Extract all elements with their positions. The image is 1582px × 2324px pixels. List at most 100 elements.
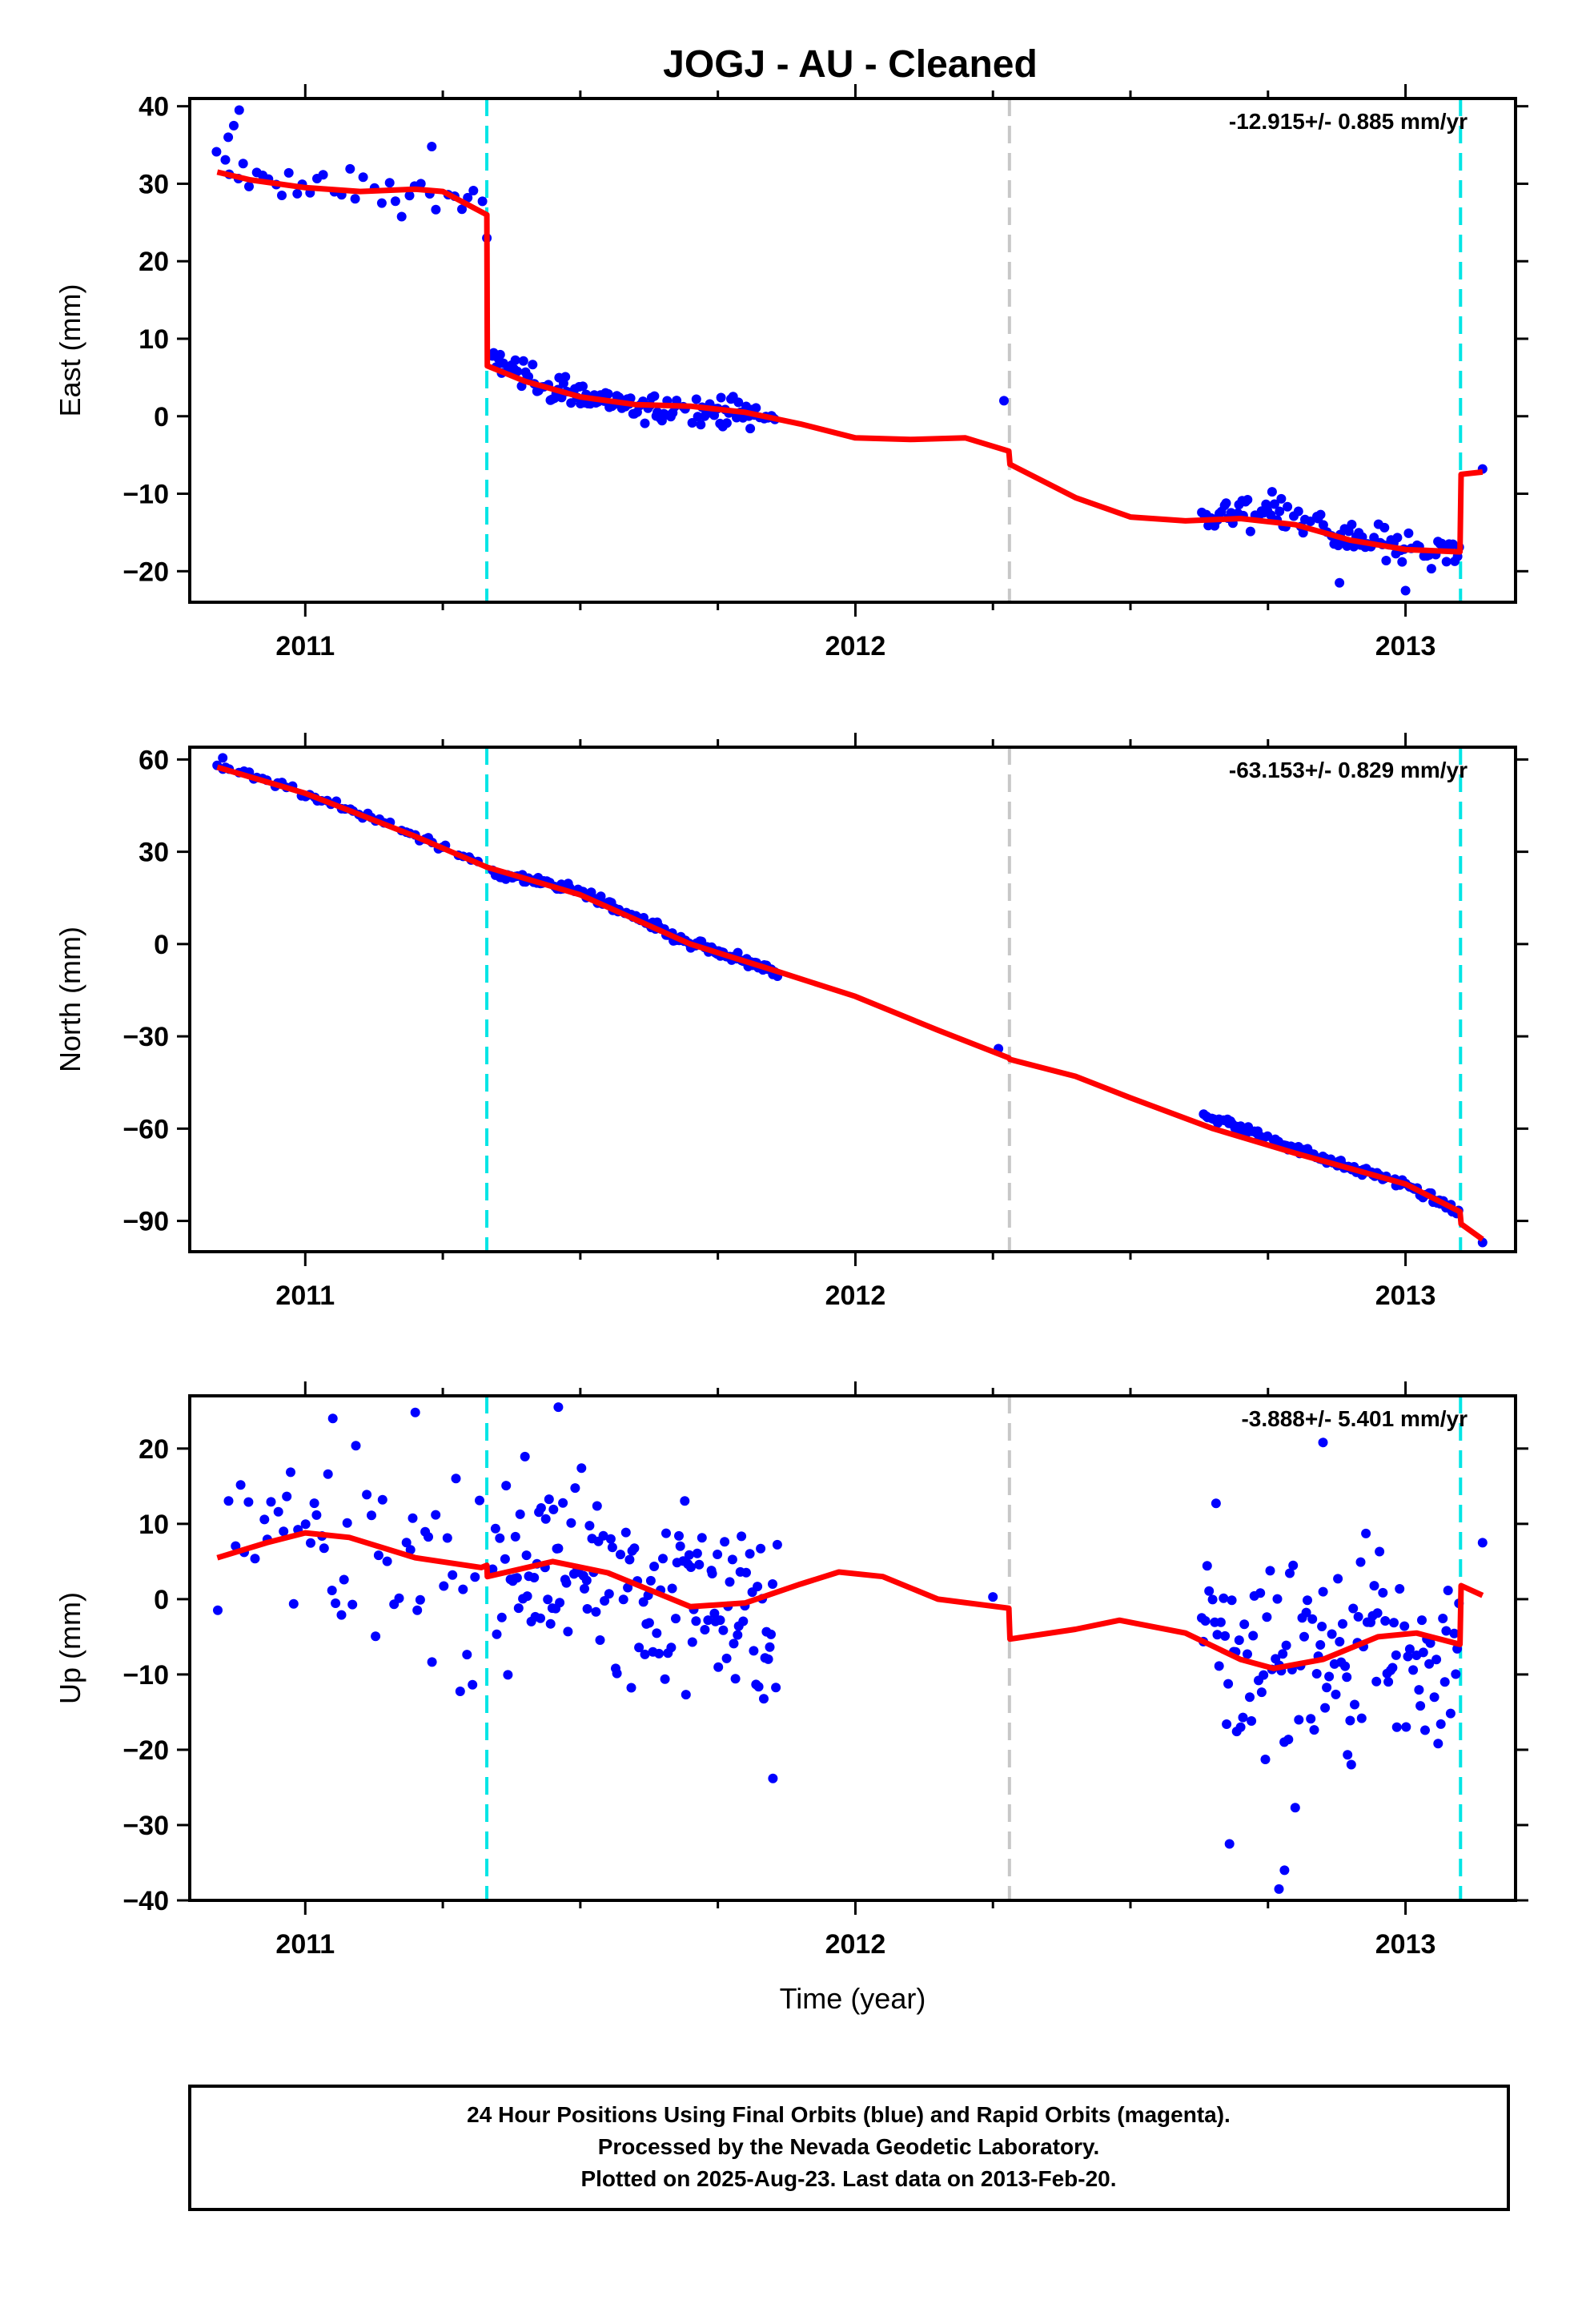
up-point	[721, 1653, 732, 1663]
up-point	[738, 1616, 749, 1626]
up-point	[1222, 1719, 1232, 1729]
up-point	[1371, 1676, 1382, 1687]
up-point	[540, 1514, 551, 1524]
east-point	[463, 192, 473, 203]
up-point	[1219, 1593, 1229, 1603]
up-point	[373, 1550, 383, 1561]
up-point	[718, 1625, 729, 1635]
up-point	[455, 1687, 465, 1696]
east-point	[211, 147, 222, 157]
up-point	[1333, 1574, 1343, 1584]
east-point	[238, 159, 248, 169]
east-point	[376, 198, 387, 208]
up-point	[371, 1631, 381, 1642]
north-ytick-label: 30	[139, 838, 169, 868]
up-point	[1283, 1735, 1294, 1745]
east-point	[495, 349, 505, 360]
up-point	[1238, 1712, 1248, 1723]
east-point	[416, 179, 426, 189]
up-point	[213, 1605, 223, 1615]
up-point	[1279, 1865, 1290, 1876]
up-point	[250, 1554, 260, 1564]
up-point	[1399, 1621, 1410, 1631]
up-point	[771, 1683, 781, 1693]
up-point	[553, 1402, 564, 1413]
up-point	[1391, 1650, 1401, 1660]
east-ytick-label: −20	[122, 557, 169, 587]
up-point	[680, 1496, 690, 1506]
east-point	[1267, 487, 1277, 497]
up-point	[1340, 1661, 1351, 1671]
east-point	[292, 188, 303, 199]
east-point	[560, 372, 571, 382]
east-point	[745, 424, 756, 434]
up-point	[566, 1518, 576, 1528]
up-point	[607, 1542, 617, 1553]
up-point	[1204, 1586, 1215, 1596]
up-point	[1214, 1661, 1224, 1671]
up-point	[1285, 1568, 1295, 1578]
east-point	[1245, 526, 1255, 537]
up-point	[223, 1496, 234, 1506]
up-point	[1441, 1626, 1452, 1636]
up-point	[713, 1662, 724, 1672]
up-point	[713, 1550, 723, 1559]
up-point	[1433, 1739, 1443, 1749]
east-point	[999, 396, 1009, 406]
up-point	[765, 1642, 775, 1652]
up-point	[772, 1539, 782, 1550]
up-frame	[188, 1394, 1517, 1902]
east-point	[649, 391, 660, 401]
up-point	[1389, 1618, 1399, 1628]
up-point	[410, 1407, 420, 1417]
up-point	[1387, 1663, 1398, 1673]
east-point	[1397, 557, 1407, 567]
up-point	[1320, 1703, 1331, 1713]
north-xtick-label: 2011	[275, 1281, 335, 1311]
up-point	[235, 1480, 246, 1490]
east-rate-label: -12.915+/- 0.885 mm/yr	[1229, 109, 1468, 134]
up-point	[720, 1537, 730, 1547]
figure-title: JOGJ - AU - Cleaned	[663, 43, 1038, 86]
up-point	[451, 1474, 461, 1484]
up-point	[1215, 1617, 1226, 1627]
up-point	[495, 1533, 505, 1543]
up-xlabel: Time (year)	[780, 1982, 926, 2015]
up-ytick-label: 20	[139, 1434, 169, 1465]
east-point	[220, 155, 231, 165]
up-point	[1224, 1839, 1235, 1849]
up-point	[311, 1510, 322, 1520]
up-point	[686, 1562, 696, 1572]
up-point	[1414, 1685, 1424, 1695]
up-point	[1353, 1611, 1363, 1622]
up-point	[545, 1618, 556, 1629]
up-point	[1235, 1722, 1246, 1732]
east-point	[318, 170, 328, 180]
north-panel: −90 −60 −30 0 30 60 2011 2012 2013 North (mm) -63.…	[54, 733, 1528, 1311]
east-point	[1318, 520, 1328, 530]
up-point	[536, 1613, 545, 1623]
north-xtick-label: 2012	[825, 1281, 886, 1311]
up-point	[1408, 1665, 1419, 1675]
up-point	[1435, 1719, 1446, 1729]
east-point	[1400, 585, 1411, 596]
up-point	[623, 1582, 633, 1593]
up-point	[1318, 1437, 1328, 1448]
up-point	[342, 1518, 352, 1528]
up-point	[591, 1606, 601, 1617]
up-point	[715, 1615, 725, 1626]
up-point	[638, 1597, 648, 1607]
up-point	[1259, 1670, 1269, 1680]
east-point	[283, 167, 294, 178]
up-point	[766, 1629, 776, 1639]
up-point	[592, 1501, 602, 1511]
up-point	[1262, 1612, 1272, 1622]
up-point	[424, 1532, 433, 1542]
east-point	[468, 186, 479, 195]
up-point	[1348, 1603, 1359, 1614]
up-point	[694, 1559, 705, 1570]
up-xtick-label: 2011	[275, 1929, 335, 1960]
up-point	[431, 1510, 441, 1520]
east-point	[1379, 522, 1390, 533]
up-point	[1202, 1561, 1212, 1571]
